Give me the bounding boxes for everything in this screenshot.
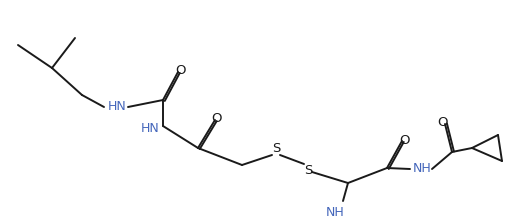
Text: O: O — [438, 117, 448, 129]
Text: O: O — [175, 65, 185, 78]
Text: HN: HN — [141, 122, 159, 134]
Text: S: S — [272, 143, 280, 155]
Text: S: S — [304, 164, 312, 177]
Text: O: O — [212, 113, 222, 125]
Text: HN: HN — [108, 99, 127, 113]
Text: NH: NH — [413, 162, 431, 175]
Text: NH: NH — [326, 207, 344, 219]
Text: O: O — [399, 134, 410, 147]
